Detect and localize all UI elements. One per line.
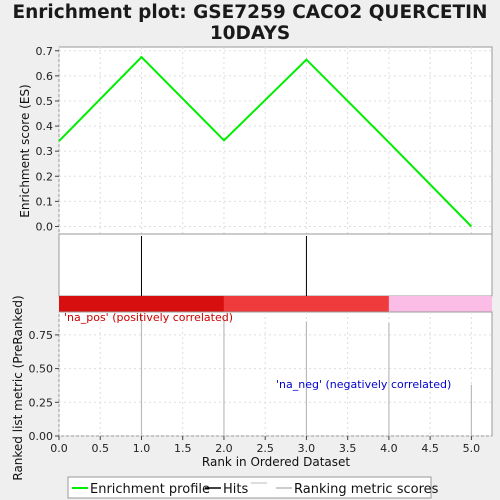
- hits-panel: [58, 233, 493, 297]
- neg-correlated-label: 'na_neg' (negatively correlated): [276, 378, 451, 391]
- ranking-metric-bars: [140, 314, 472, 436]
- rank-y-tick-label: 0.00: [29, 430, 54, 443]
- color-band: [59, 296, 492, 312]
- es-y-tick-label: 0.2: [36, 170, 54, 183]
- legend-profile-label: Enrichment profile: [90, 482, 210, 497]
- pos-correlated-label: 'na_pos' (positively correlated): [64, 311, 233, 324]
- rank-y-tick-label: 0.75: [29, 329, 54, 342]
- color-band-segment: [388, 296, 492, 312]
- es-y-tick-label: 0.5: [36, 95, 54, 108]
- rank-y-ticks: 0.00 0.25 0.50 0.75: [29, 329, 59, 443]
- es-y-tick-label: 0.6: [36, 70, 54, 83]
- x-tick-label: 4.0: [380, 442, 398, 455]
- hit-lines: [140, 236, 307, 296]
- x-tick-label: 1.0: [133, 442, 151, 455]
- x-tick-label: 3.5: [339, 442, 357, 455]
- legend-box: [67, 476, 432, 499]
- es-y-tick-label: 0.0: [36, 220, 54, 233]
- legend-ranking-label: Ranking metric scores: [294, 482, 439, 497]
- enrichment-profile-line: [58, 55, 473, 228]
- x-ticks: 0.0 0.5 1.0 1.5 2.0 2.5 3.0 3.5 4.0 4.5 5.0: [50, 436, 480, 455]
- x-axis-label: Rank in Ordered Dataset: [202, 455, 350, 469]
- x-tick-label: 4.5: [421, 442, 439, 455]
- es-y-tick-label: 0.1: [36, 195, 54, 208]
- es-y-tick-label: 0.4: [36, 120, 54, 133]
- chart-title-line2: 10DAYS: [210, 23, 290, 44]
- es-y-ticks: 0.0 0.1 0.2 0.3 0.4 0.5 0.6 0.7: [36, 45, 59, 233]
- color-band-segment: [59, 296, 224, 312]
- chart-title-line1: Enrichment plot: GSE7259 CACO2 QUERCETIN: [12, 2, 487, 23]
- x-tick-label: 3.0: [298, 442, 316, 455]
- rank-y-tick-label: 0.50: [29, 363, 54, 376]
- legend-hits-label: Hits: [223, 482, 248, 497]
- x-tick-label: 0.5: [91, 442, 109, 455]
- es-panel: [58, 46, 493, 235]
- rank-y-tick-label: 0.25: [29, 396, 54, 409]
- rank-panel: [58, 311, 493, 437]
- x-tick-label: 1.5: [174, 442, 192, 455]
- x-tick-label: 0.0: [50, 442, 68, 455]
- x-tick-label: 5.0: [463, 442, 481, 455]
- es-grid: [58, 47, 492, 234]
- es-y-tick-label: 0.7: [36, 45, 54, 58]
- x-tick-label: 2.5: [256, 442, 274, 455]
- es-y-tick-label: 0.3: [36, 145, 54, 158]
- es-y-axis-label: Enrichment score (ES): [18, 84, 32, 217]
- rank-y-axis-label: Ranked list metric (PreRanked): [11, 295, 25, 480]
- color-band-segment: [223, 296, 389, 312]
- x-tick-label: 2.0: [215, 442, 233, 455]
